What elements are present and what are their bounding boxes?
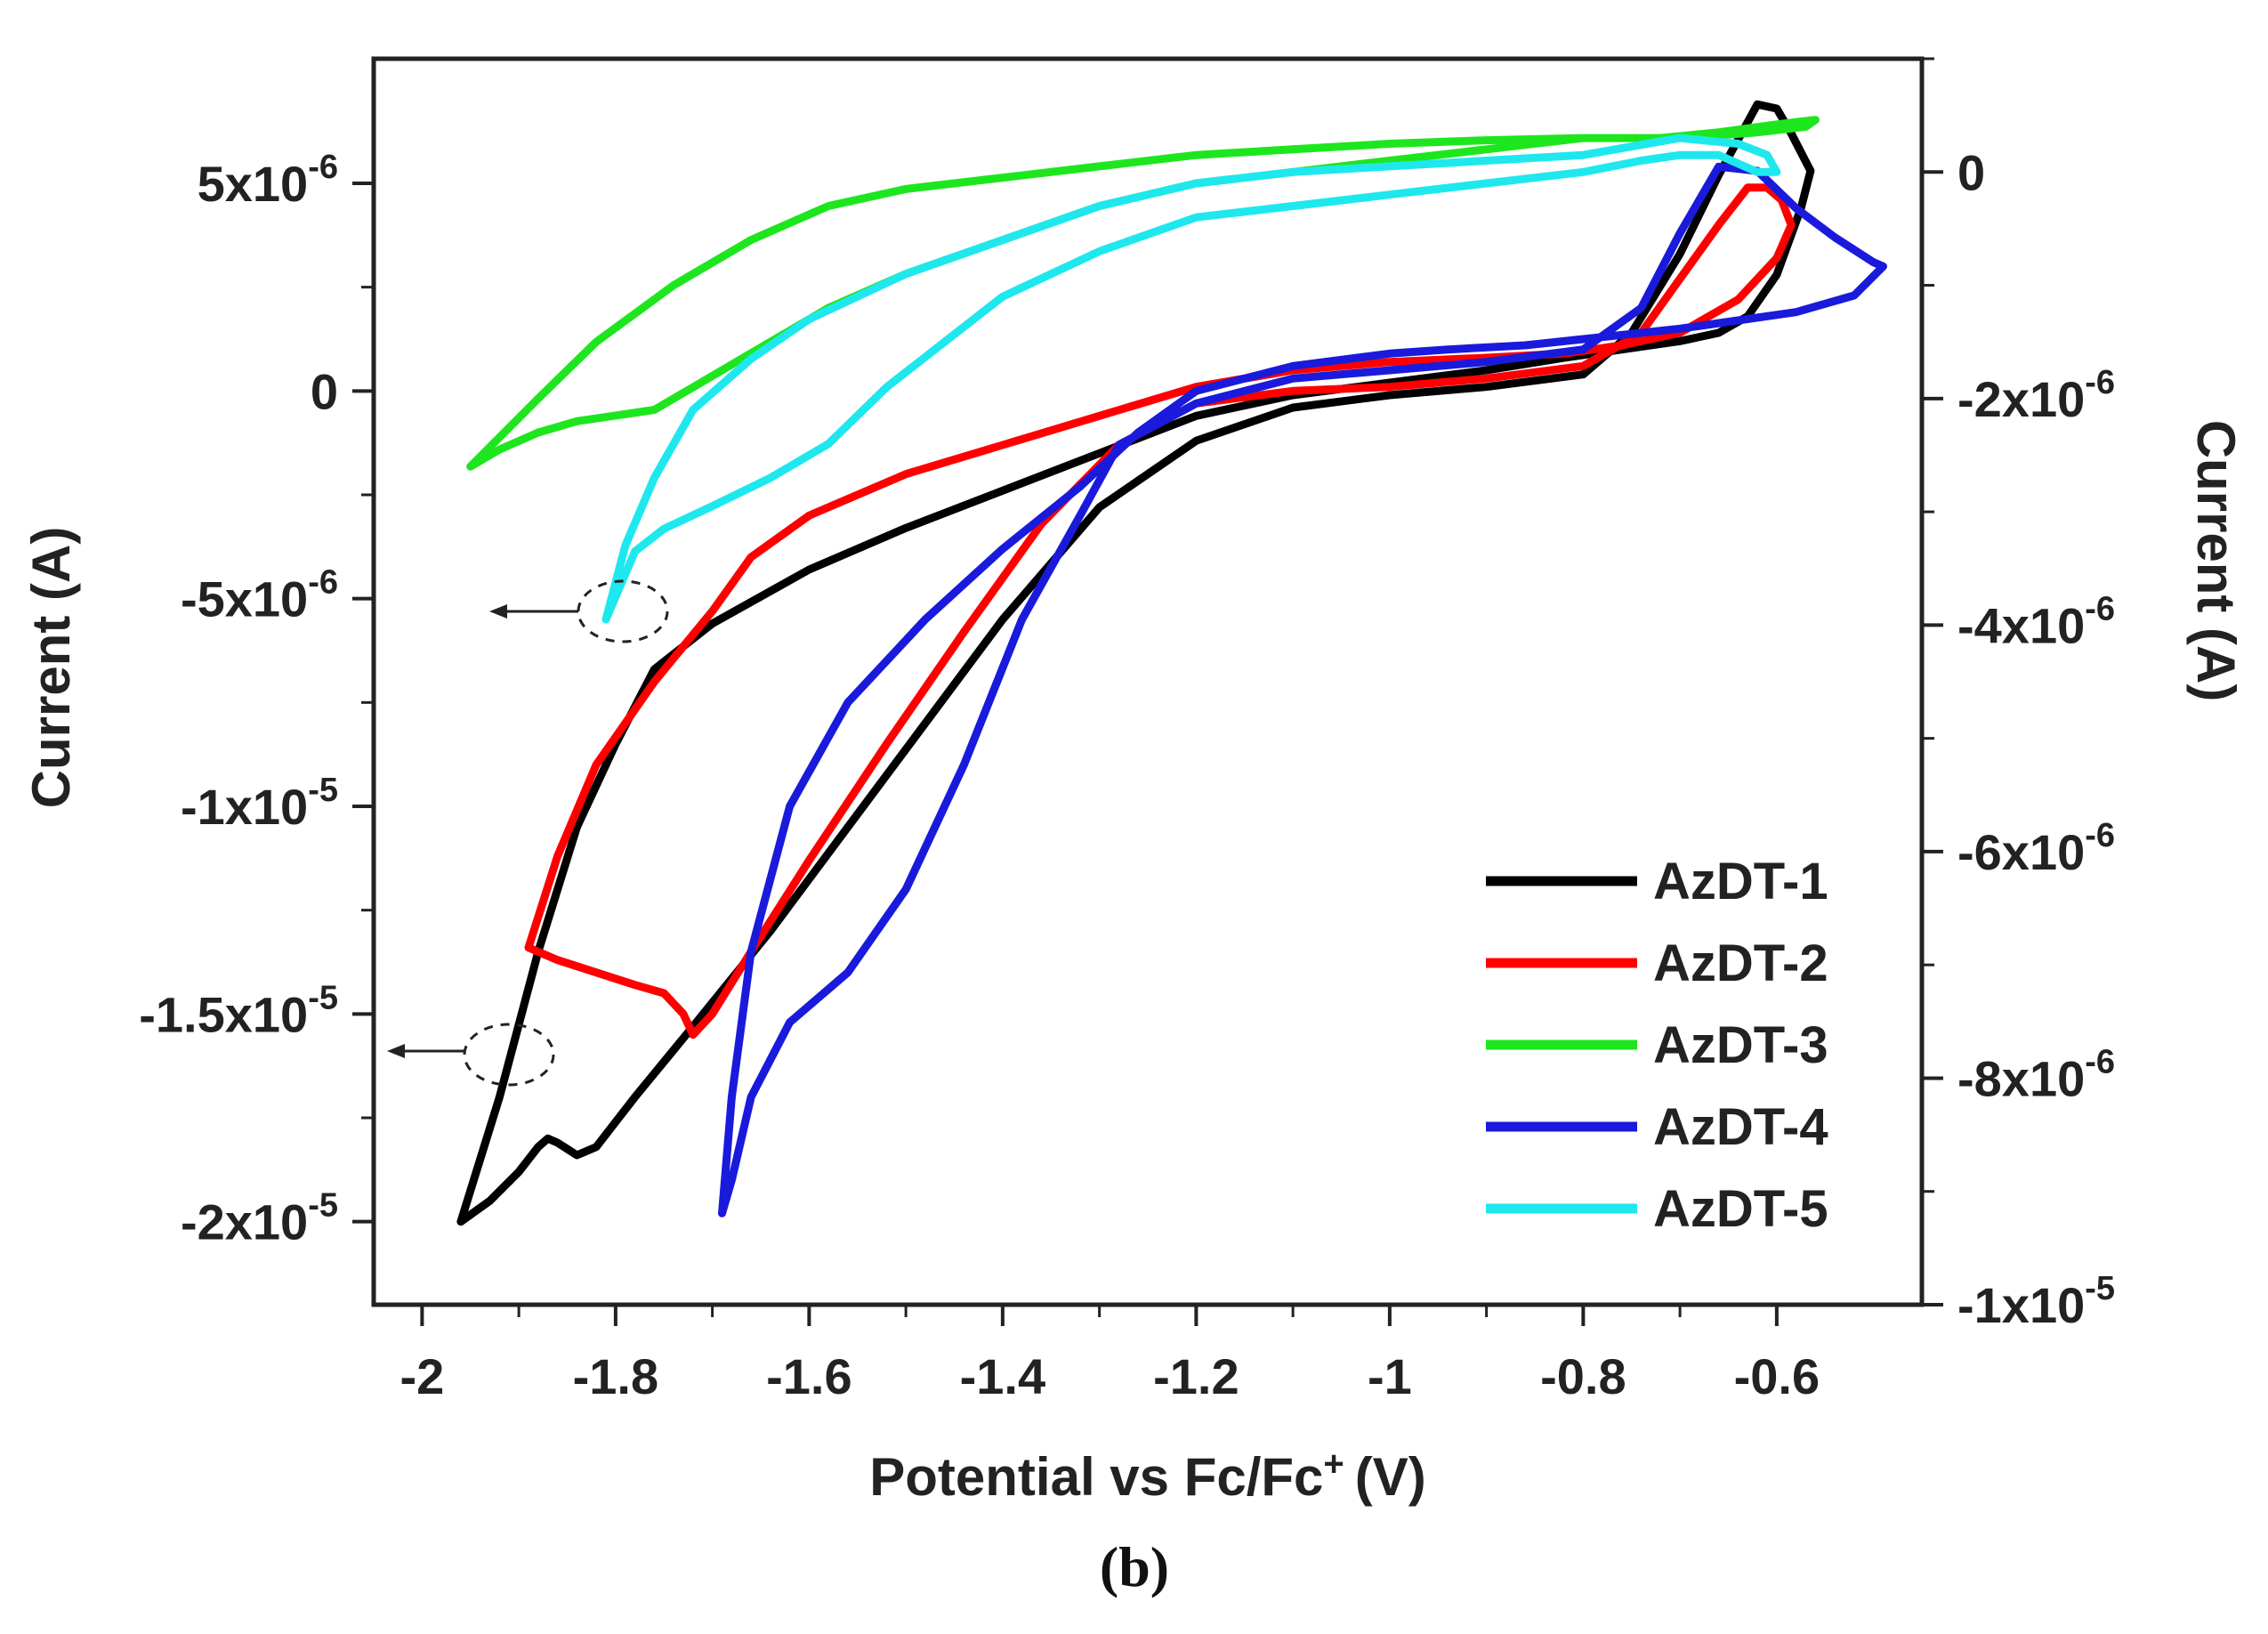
x-tick-label: -0.8 bbox=[1540, 1348, 1626, 1404]
right-y-axis-ticks: 2x10-60-2x10-6-4x10-6-6x10-6-8x10-6-1x10… bbox=[1922, 57, 2115, 1333]
arrow-head-upper bbox=[489, 604, 507, 619]
left-y-tick-label: -5x10-6 bbox=[181, 564, 338, 627]
left-y-tick-mantissa: -1.5x10 bbox=[139, 986, 308, 1042]
left-y-tick-label: 0 bbox=[311, 363, 338, 419]
left-y-tick-mantissa: 5x10 bbox=[198, 156, 309, 212]
left-y-tick-exponent: -5 bbox=[308, 979, 338, 1016]
right-y-tick-exponent: -6 bbox=[2085, 590, 2115, 627]
right-y-tick-mantissa: -1x10 bbox=[1957, 1277, 2085, 1333]
x-tick-label: -1.6 bbox=[766, 1348, 852, 1404]
left-axis-indicator-annotation bbox=[387, 579, 669, 1087]
left-y-tick-mantissa: -2x10 bbox=[181, 1194, 308, 1250]
right-y-tick-mantissa: -2x10 bbox=[1957, 371, 2085, 427]
right-y-tick-mantissa: -4x10 bbox=[1957, 597, 2085, 653]
arrow-head-lower bbox=[387, 1044, 405, 1058]
left-y-tick-exponent: -6 bbox=[308, 564, 338, 602]
left-y-tick-mantissa: -5x10 bbox=[181, 571, 308, 627]
plot-frame bbox=[371, 56, 1925, 1307]
x-tick-label: -1 bbox=[1368, 1348, 1412, 1404]
legend-label-azdt-5: AzDT-5 bbox=[1653, 1180, 1828, 1238]
dashed-ellipse-upper bbox=[577, 579, 669, 643]
left-y-tick-label: 5x10-6 bbox=[198, 149, 338, 212]
x-tick-label: -1.4 bbox=[960, 1348, 1046, 1404]
x-tick-label: -2 bbox=[400, 1348, 444, 1404]
left-y-tick-label: -2x10-5 bbox=[181, 1187, 338, 1250]
left-y-tick-exponent: -5 bbox=[308, 1187, 338, 1225]
legend-label-azdt-2: AzDT-2 bbox=[1653, 934, 1828, 992]
series-line-azdt-5 bbox=[601, 133, 1781, 624]
x-axis-title-text: Potential vs Fc/Fc bbox=[869, 1447, 1323, 1507]
legend-label-azdt-1: AzDT-1 bbox=[1653, 853, 1828, 910]
right-y-tick-label: -6x10-6 bbox=[1957, 817, 2115, 880]
series-line-azdt-4 bbox=[718, 162, 1887, 1217]
series-layer bbox=[456, 100, 1887, 1226]
legend-label-azdt-3: AzDT-3 bbox=[1653, 1016, 1828, 1074]
x-axis-title: Potential vs Fc/Fc+ (V) bbox=[869, 1444, 1426, 1507]
right-y-tick-exponent: -5 bbox=[2085, 1270, 2115, 1307]
left-y-tick-exponent: -5 bbox=[308, 772, 338, 809]
x-axis-ticks: -2 -1.8 -1.6 -1.4 -1.2 -1 -0.8 -0.6 bbox=[400, 1305, 1820, 1404]
dashed-ellipse-lower bbox=[463, 1023, 555, 1087]
left-y-axis-title: Current (A) bbox=[21, 527, 81, 809]
left-y-tick-exponent: -6 bbox=[308, 149, 338, 186]
right-y-tick-label: -2x10-6 bbox=[1957, 364, 2115, 427]
right-y-tick-exponent: -6 bbox=[2085, 817, 2115, 854]
legend: AzDT-1 AzDT-2 AzDT-3 AzDT-4 AzDT-5 bbox=[1486, 853, 1828, 1238]
x-axis-title-superscript: + bbox=[1323, 1444, 1344, 1484]
right-y-tick-mantissa: 0 bbox=[1957, 144, 1985, 200]
x-tick-label: -1.2 bbox=[1153, 1348, 1239, 1404]
figure-sublabel: (b) bbox=[1100, 1535, 1169, 1598]
left-y-tick-label: -1.5x10-5 bbox=[139, 979, 338, 1042]
left-y-tick-label: -1x10-5 bbox=[181, 772, 338, 835]
x-tick-label: -0.6 bbox=[1734, 1348, 1820, 1404]
left-y-axis-ticks: 5x10-60-5x10-6-1x10-5-1.5x10-5-2x10-5 bbox=[139, 149, 374, 1250]
x-axis-title-unit: (V) bbox=[1355, 1447, 1426, 1507]
right-y-tick-mantissa: -6x10 bbox=[1957, 824, 2085, 880]
legend-label-azdt-4: AzDT-4 bbox=[1653, 1098, 1828, 1156]
series-line-azdt-3 bbox=[466, 116, 1820, 471]
right-y-tick-label: -8x10-6 bbox=[1957, 1043, 2115, 1106]
right-y-tick-exponent: -6 bbox=[2085, 1043, 2115, 1080]
x-tick-label: -1.8 bbox=[573, 1348, 659, 1404]
right-y-tick-mantissa: -8x10 bbox=[1957, 1050, 2085, 1106]
right-y-tick-label: -4x10-6 bbox=[1957, 590, 2115, 653]
right-y-tick-label: 0 bbox=[1957, 144, 1985, 200]
left-y-tick-mantissa: -1x10 bbox=[181, 779, 308, 835]
series-line-azdt-2 bbox=[524, 183, 1796, 1039]
left-y-tick-mantissa: 0 bbox=[311, 363, 338, 419]
right-y-tick-label: -1x10-5 bbox=[1957, 1270, 2115, 1333]
right-y-axis-title: Current (A) bbox=[2186, 420, 2246, 702]
series-line-azdt-1 bbox=[456, 100, 1815, 1226]
right-y-tick-exponent: -6 bbox=[2085, 364, 2115, 401]
